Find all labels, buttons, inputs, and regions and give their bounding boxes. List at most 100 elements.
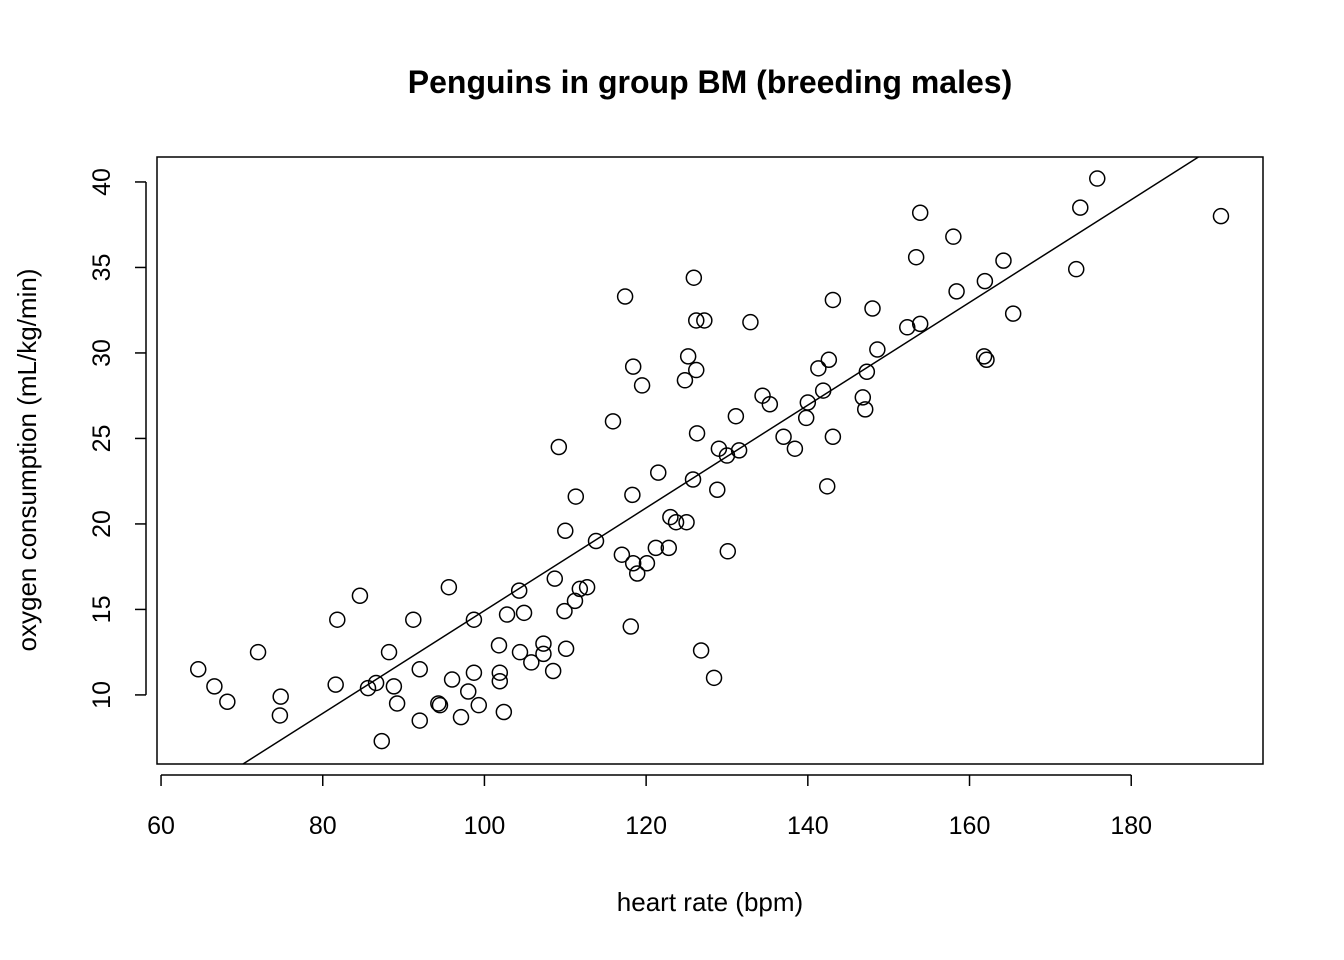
data-point xyxy=(650,464,667,481)
data-point xyxy=(206,678,223,695)
x-tick-label: 60 xyxy=(147,812,175,840)
data-point xyxy=(858,363,876,381)
data-point xyxy=(511,643,529,661)
data-point xyxy=(854,389,872,406)
data-point xyxy=(624,358,642,375)
data-point xyxy=(1212,207,1230,225)
data-point xyxy=(761,395,779,413)
data-point xyxy=(624,486,641,504)
data-point xyxy=(491,664,509,681)
data-point xyxy=(271,707,289,724)
data-point xyxy=(604,413,622,430)
data-point xyxy=(786,440,804,457)
y-tick-label: 15 xyxy=(88,596,116,624)
data-point xyxy=(688,425,706,442)
data-point xyxy=(411,712,429,729)
data-point xyxy=(688,312,705,329)
data-point xyxy=(696,312,713,329)
data-point xyxy=(327,676,344,693)
data-point xyxy=(797,409,815,427)
x-axis: 60 80 100 120 140 160 180 xyxy=(147,774,1152,840)
data-point xyxy=(405,611,422,628)
data-point xyxy=(945,228,962,245)
data-point xyxy=(544,662,562,680)
data-point xyxy=(460,683,477,700)
data-point xyxy=(490,637,508,654)
data-point xyxy=(351,587,369,604)
data-point xyxy=(628,565,646,582)
data-point xyxy=(465,664,483,681)
data-point xyxy=(587,532,605,550)
data-point xyxy=(452,708,470,726)
data-point xyxy=(864,300,881,317)
data-point xyxy=(535,635,552,652)
data-point xyxy=(810,360,827,377)
data-point xyxy=(995,252,1012,269)
data-point xyxy=(440,578,458,596)
data-point xyxy=(824,428,842,445)
data-point xyxy=(692,642,710,659)
data-point xyxy=(546,570,564,587)
data-point xyxy=(688,361,705,379)
y-tick-label: 40 xyxy=(88,168,116,196)
x-tick-label: 120 xyxy=(625,812,667,840)
data-point xyxy=(799,394,817,411)
x-axis-label: heart rate (bpm) xyxy=(617,887,803,917)
data-point xyxy=(1072,199,1089,216)
y-tick-label: 35 xyxy=(88,254,116,282)
data-point xyxy=(1067,260,1085,278)
data-point xyxy=(622,618,640,635)
data-point xyxy=(359,679,377,697)
data-point xyxy=(727,407,745,425)
data-point xyxy=(557,522,574,540)
data-point xyxy=(869,341,886,358)
data-point xyxy=(189,661,207,678)
data-point xyxy=(556,602,573,620)
data-point xyxy=(443,671,461,688)
x-tick-label: 140 xyxy=(787,812,829,840)
data-point xyxy=(510,582,528,599)
data-point xyxy=(911,315,929,333)
data-point xyxy=(976,272,994,290)
data-point xyxy=(567,488,585,505)
plot-marks xyxy=(189,156,1230,765)
data-point xyxy=(684,471,702,488)
x-tick-label: 180 xyxy=(1110,812,1152,840)
x-tick-label: 100 xyxy=(464,812,506,840)
data-point xyxy=(856,401,874,418)
data-point xyxy=(899,319,916,336)
chart-title: Penguins in group BM (breeding males) xyxy=(408,64,1012,100)
data-point xyxy=(470,696,488,714)
data-point xyxy=(557,640,575,658)
data-point xyxy=(667,513,685,531)
data-point xyxy=(975,348,993,365)
data-point xyxy=(498,606,516,623)
data-point xyxy=(1089,170,1106,187)
data-point xyxy=(491,672,509,690)
data-point xyxy=(633,377,651,394)
data-point xyxy=(907,248,925,266)
data-point xyxy=(249,643,267,661)
data-point xyxy=(824,291,842,309)
data-point xyxy=(431,696,449,714)
data-point xyxy=(730,442,748,459)
data-point xyxy=(465,611,483,628)
data-point xyxy=(685,269,703,286)
data-point xyxy=(272,688,289,705)
x-tick-label: 80 xyxy=(309,812,337,840)
data-point xyxy=(495,703,513,721)
data-point xyxy=(820,351,838,369)
data-point xyxy=(367,674,385,692)
data-point xyxy=(709,481,726,498)
y-tick-label: 10 xyxy=(88,681,116,709)
data-point xyxy=(1004,305,1022,322)
data-point xyxy=(388,695,406,712)
x-tick-label: 160 xyxy=(949,812,991,840)
data-point xyxy=(616,288,634,305)
data-point xyxy=(679,348,697,365)
data-point xyxy=(948,283,965,300)
data-point xyxy=(411,661,429,678)
data-point xyxy=(660,539,678,557)
data-point xyxy=(613,546,631,563)
